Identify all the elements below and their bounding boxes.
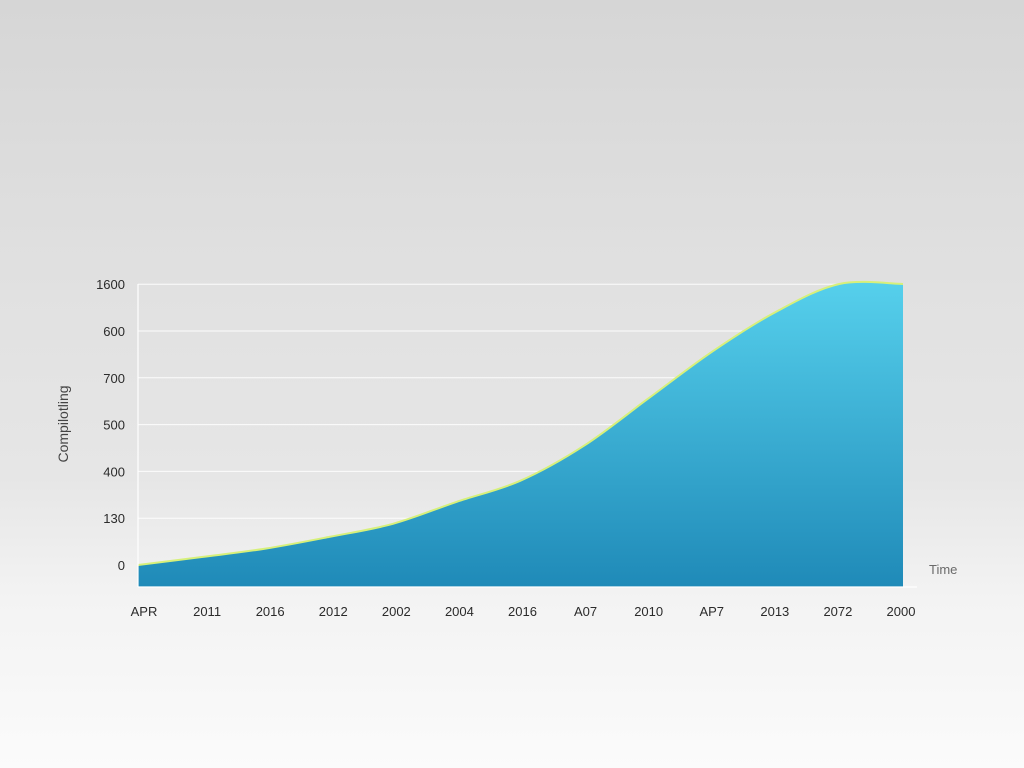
- y-tick-label: 600: [103, 324, 125, 339]
- y-tick-label: 0: [118, 558, 125, 573]
- x-tick-label: 2010: [634, 604, 663, 619]
- x-tick-label: AP7: [699, 604, 724, 619]
- x-tick-label: 2002: [382, 604, 411, 619]
- x-tick-labels: APR 2011 2016 2012 2002 2004 2016 A07 2010 AP7 201…: [131, 604, 916, 619]
- y-tick-labels: 0 130 400 500 700 600 1600: [96, 277, 125, 573]
- series-line: [137, 280, 904, 566]
- x-tick-label: 2016: [508, 604, 537, 619]
- x-tick-label: APR: [131, 604, 158, 619]
- area-series: [138, 281, 903, 587]
- x-tick-label: A07: [574, 604, 597, 619]
- y-tick-label: 130: [103, 511, 125, 526]
- x-tick-label: 2012: [319, 604, 348, 619]
- x-tick-label: 2004: [445, 604, 474, 619]
- y-tick-label: 700: [103, 371, 125, 386]
- x-tick-label: 2072: [823, 604, 852, 619]
- y-tick-label: 400: [103, 464, 125, 479]
- y-axis-title: Compilotling: [55, 385, 71, 462]
- y-tick-label: 500: [103, 418, 125, 433]
- x-tick-label: 2013: [760, 604, 789, 619]
- x-tick-label: 2016: [256, 604, 285, 619]
- x-axis-title: Time: [929, 562, 957, 577]
- x-tick-label: 2011: [193, 604, 221, 619]
- x-tick-label: 2000: [887, 604, 916, 619]
- y-tick-label: 1600: [96, 277, 125, 292]
